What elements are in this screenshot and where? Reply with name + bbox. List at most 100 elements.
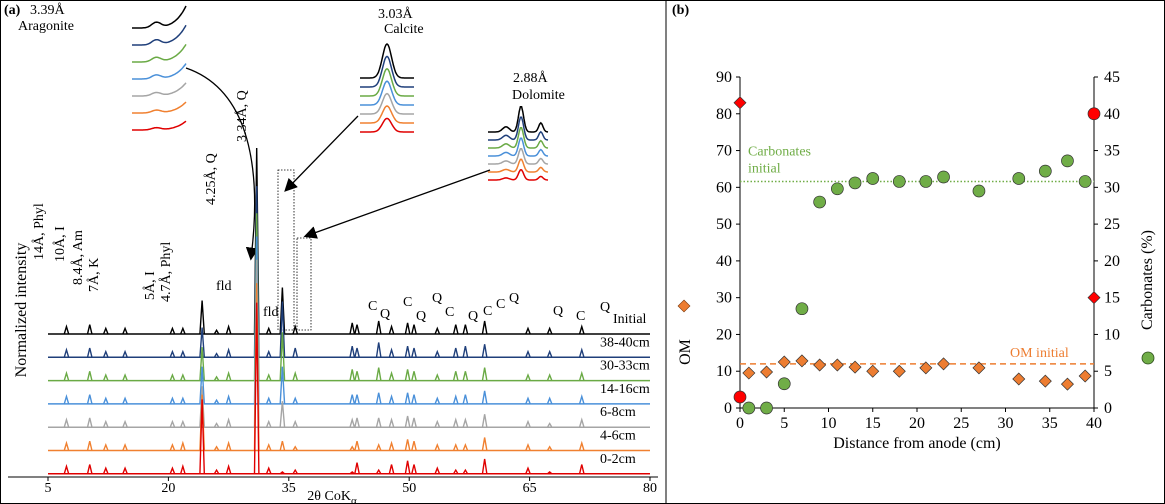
point (777, 355, 791, 369)
panel-label: (a) (4, 3, 21, 18)
peak (546, 349, 553, 358)
point (937, 170, 950, 184)
peak (481, 414, 488, 428)
peak (452, 393, 459, 405)
peak (481, 367, 488, 381)
peak (404, 415, 411, 428)
y-tick-label: 60 (716, 179, 732, 196)
peak (411, 394, 417, 405)
peak (102, 326, 109, 335)
peak (525, 466, 531, 475)
peak (169, 373, 176, 381)
peak (213, 445, 220, 451)
point (760, 401, 773, 415)
peak (375, 417, 382, 428)
peak (279, 287, 286, 335)
peak (462, 417, 469, 428)
peak (354, 347, 360, 358)
series-label: 0-2cm (600, 452, 636, 467)
peak (578, 393, 585, 405)
y-tick-label: 0 (724, 400, 732, 417)
inset-curve (488, 158, 549, 173)
x-axis-label: Distance from anode (cm) (833, 435, 1000, 452)
annotation: 4.7Å, Phyl (158, 242, 174, 302)
y2-axis-legend-marker (1141, 351, 1155, 365)
peak (122, 349, 128, 358)
point (892, 364, 906, 378)
peak (354, 462, 360, 474)
peak (102, 396, 109, 405)
peak (213, 468, 220, 475)
peak (546, 326, 553, 335)
point (733, 96, 747, 110)
point (919, 175, 933, 188)
peak (411, 464, 417, 474)
inset-curve (488, 137, 549, 157)
point (777, 377, 791, 391)
plot-b: 0 5 10 15 20 25 30 35 40010203040506070809005101… (677, 69, 1156, 452)
inset-curve (360, 105, 414, 124)
arrow (284, 115, 359, 192)
peak (462, 468, 469, 475)
peak (404, 460, 411, 474)
x-tick-label: 25 (953, 415, 969, 432)
peak (292, 396, 299, 405)
peak (354, 324, 360, 335)
peak (225, 347, 232, 358)
peak (179, 396, 186, 405)
inset-curve (360, 67, 414, 97)
peak (546, 422, 553, 428)
peak (122, 373, 128, 381)
inset-curve (132, 82, 187, 97)
peak (434, 373, 441, 381)
inset-curve (488, 116, 549, 141)
annotation: Calcite (384, 22, 424, 37)
peak (179, 349, 186, 358)
annotation: 3.39Å (30, 2, 66, 18)
peak (169, 466, 176, 475)
x-tick-label: 10 (821, 415, 837, 432)
inset-curve (488, 169, 549, 181)
y-tick-label: 30 (716, 290, 732, 307)
annotation: 3.34Å, Q (234, 90, 250, 142)
series-label: 6-8cm (600, 405, 636, 420)
peak (179, 326, 186, 335)
peak (63, 324, 70, 335)
peak (179, 373, 186, 381)
peak (179, 440, 186, 451)
peak (213, 352, 220, 358)
peak (434, 466, 441, 475)
annotation: Dolomite (512, 88, 565, 103)
y2-tick-label: 0 (1104, 400, 1112, 417)
peak (525, 349, 531, 358)
point (1012, 172, 1026, 185)
y-tick-label: 20 (716, 326, 732, 343)
point (742, 401, 756, 415)
peak (292, 370, 299, 381)
peak (213, 375, 220, 381)
point (892, 175, 906, 188)
x-tick-label: 50 (402, 481, 416, 496)
x-tick-label: 20 (909, 415, 925, 432)
peak (225, 324, 232, 335)
peak (411, 441, 417, 451)
peak (199, 300, 206, 335)
peak (86, 347, 93, 358)
point (1087, 107, 1101, 121)
peak (354, 417, 360, 428)
series-label: Initial (613, 312, 647, 327)
peak (452, 417, 459, 428)
peak (292, 324, 299, 335)
inset-curve (132, 63, 187, 80)
peak (578, 440, 585, 451)
peak (199, 347, 206, 381)
peak (452, 443, 459, 451)
peak (102, 419, 109, 428)
peak (578, 464, 585, 474)
inset-curve (132, 24, 187, 46)
peak (375, 367, 382, 381)
peak (578, 324, 585, 335)
series-label: 30-33cm (600, 359, 650, 374)
